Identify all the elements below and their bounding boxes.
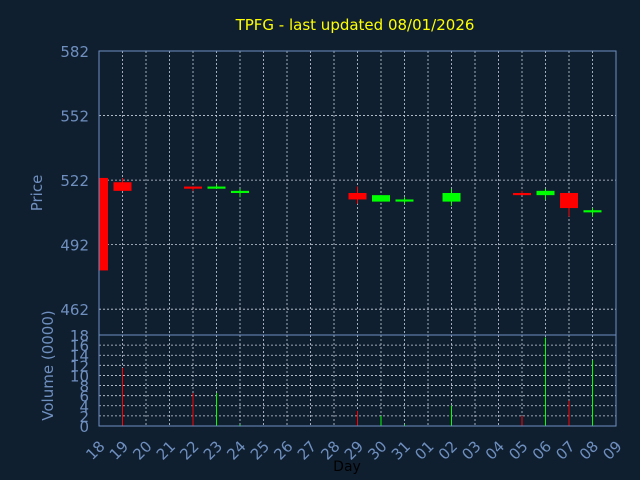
volume-tick-label: 10 bbox=[70, 367, 89, 385]
x-tick-label: 07 bbox=[552, 437, 578, 463]
volume-tick-label: 14 bbox=[70, 347, 89, 365]
price-axis-label: Price bbox=[28, 175, 46, 212]
x-tick-label: 08 bbox=[576, 437, 602, 463]
x-axis-label: Day bbox=[333, 459, 361, 475]
price-tick-label: 492 bbox=[60, 237, 89, 255]
x-tick-label: 09 bbox=[599, 437, 625, 463]
volume-tick-label: 12 bbox=[70, 357, 89, 375]
price-tick-label: 462 bbox=[60, 301, 89, 319]
x-tick-label: 30 bbox=[364, 437, 390, 463]
x-tick-label: 03 bbox=[458, 437, 484, 463]
volume-frame bbox=[98, 334, 617, 427]
candle-body bbox=[513, 193, 531, 196]
candle-body bbox=[560, 193, 578, 209]
candle-body bbox=[536, 190, 555, 196]
x-tick-label: 18 bbox=[82, 437, 108, 463]
candle-body bbox=[583, 210, 602, 213]
x-tick-label: 04 bbox=[482, 437, 508, 463]
price-panel: 582 552 522 492 462 Price bbox=[28, 43, 617, 336]
x-tick-label: 27 bbox=[294, 437, 320, 463]
volume-axis-label: Volume (0000) bbox=[39, 310, 57, 420]
candle-body bbox=[372, 195, 390, 202]
x-tick-label: 05 bbox=[505, 437, 531, 463]
x-tick-label: 19 bbox=[106, 437, 132, 463]
price-tick-label: 522 bbox=[60, 172, 89, 190]
candle-body bbox=[184, 186, 202, 189]
volume-tick-label: 8 bbox=[79, 378, 89, 396]
x-tick-label: 26 bbox=[270, 437, 296, 463]
volume-tick-label: 0 bbox=[79, 418, 89, 436]
x-tick-label: 01 bbox=[411, 437, 437, 463]
volume-bars bbox=[122, 337, 593, 426]
candle-body bbox=[231, 190, 249, 193]
x-tick-label: 21 bbox=[153, 437, 179, 463]
chart-title: TPFG - last updated 08/01/2026 bbox=[235, 16, 475, 34]
x-tick-label: 22 bbox=[176, 437, 202, 463]
x-tick-label: 06 bbox=[529, 437, 555, 463]
candle-body bbox=[207, 186, 226, 189]
volume-tick-label: 18 bbox=[70, 327, 89, 345]
x-tick-label: 23 bbox=[200, 437, 226, 463]
x-tick-label: 20 bbox=[129, 437, 155, 463]
x-tick-label: 25 bbox=[247, 437, 273, 463]
volume-tick-label: 16 bbox=[70, 337, 89, 355]
candles bbox=[98, 177, 602, 271]
volume-tick-label: 6 bbox=[79, 388, 89, 406]
candle-body bbox=[348, 193, 367, 200]
candle-body bbox=[395, 199, 414, 202]
candle-body bbox=[99, 177, 108, 271]
price-tick-label: 552 bbox=[60, 108, 89, 126]
volume-tick-label: 4 bbox=[79, 398, 89, 416]
volume-tick-label: 2 bbox=[79, 408, 89, 426]
x-tick-label: 24 bbox=[223, 437, 249, 463]
x-tick-label: 31 bbox=[388, 437, 414, 463]
price-y-ticks: 582 552 522 492 462 bbox=[60, 43, 89, 319]
price-tick-label: 582 bbox=[60, 43, 89, 61]
x-tick-label: 02 bbox=[435, 437, 461, 463]
candle-body bbox=[113, 182, 132, 191]
candle-body bbox=[442, 193, 461, 202]
